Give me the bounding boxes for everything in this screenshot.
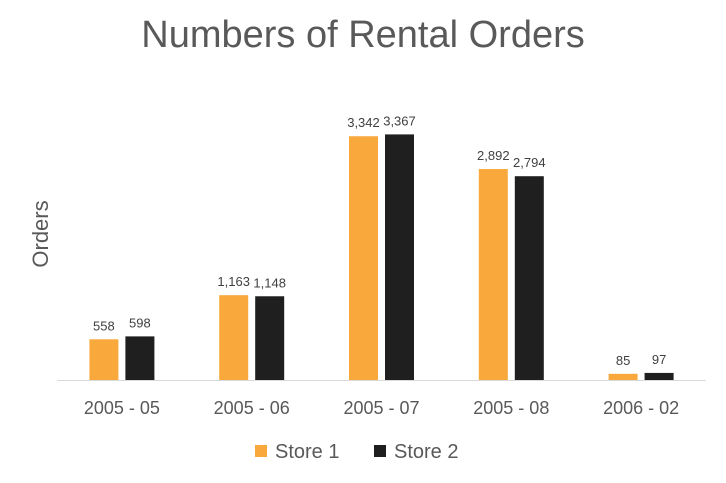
x-tick-label: 2005 - 05	[84, 398, 160, 418]
data-label: 1,163	[217, 274, 250, 289]
bar-1-5	[608, 373, 638, 380]
bar-2-2	[255, 296, 285, 380]
data-label: 2,794	[513, 155, 546, 170]
data-label: 3,367	[383, 113, 416, 128]
y-axis-label: Orders	[28, 200, 53, 267]
legend-swatch-1	[255, 445, 267, 457]
data-label: 558	[93, 318, 115, 333]
data-label: 85	[616, 353, 630, 368]
bar-1-3	[349, 136, 378, 380]
bar-1-1	[89, 339, 119, 380]
legend-swatch-2	[374, 445, 386, 457]
x-tick-label: 2005 - 07	[343, 398, 419, 418]
legend-label-2: Store 2	[394, 441, 458, 463]
x-tick-label: 2005 - 08	[473, 398, 549, 418]
bar-2-4	[514, 176, 544, 380]
bar-2-3	[385, 134, 414, 380]
bar-1-2	[219, 295, 249, 380]
x-tick-label: 2005 - 06	[214, 398, 290, 418]
legend-label-1: Store 1	[275, 441, 339, 463]
x-tick-label: 2006 - 02	[603, 398, 679, 418]
data-label: 97	[652, 352, 666, 367]
chart-title: Numbers of Rental Orders	[141, 14, 585, 56]
data-label: 2,892	[477, 148, 510, 163]
data-label: 3,342	[347, 115, 380, 130]
data-label: 598	[129, 315, 151, 330]
data-label: 1,148	[253, 275, 286, 290]
bar-2-1	[125, 336, 155, 380]
bar-1-4	[478, 169, 508, 380]
bar-2-5	[644, 372, 674, 380]
